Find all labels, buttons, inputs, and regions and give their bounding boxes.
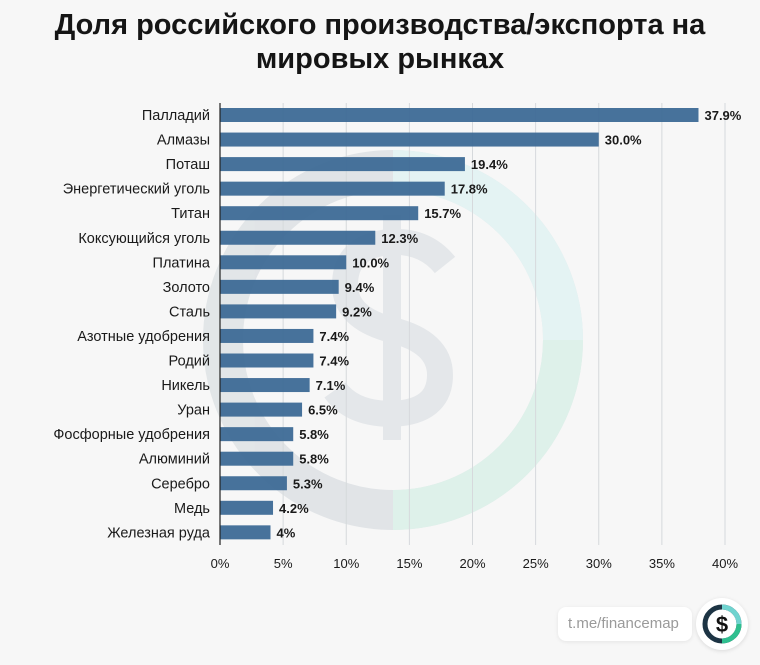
x-tick-label: 30% bbox=[586, 556, 612, 571]
x-tick-label: 10% bbox=[333, 556, 359, 571]
category-label: Сталь bbox=[169, 304, 210, 320]
x-tick-label: 5% bbox=[274, 556, 293, 571]
bar bbox=[220, 206, 419, 221]
category-label: Алмазы bbox=[157, 133, 210, 149]
category-label: Родий bbox=[169, 354, 210, 370]
category-label: Титан bbox=[171, 206, 210, 222]
value-label: 7.4% bbox=[319, 354, 349, 369]
value-label: 7.4% bbox=[319, 329, 349, 344]
bar bbox=[220, 108, 699, 122]
x-tick-label: 35% bbox=[649, 556, 675, 571]
category-label: Золото bbox=[163, 280, 210, 296]
value-label: 12.3% bbox=[381, 231, 418, 246]
x-tick-label: 0% bbox=[211, 556, 230, 571]
bar bbox=[220, 476, 287, 491]
bar bbox=[220, 304, 337, 319]
category-label: Фосфорные удобрения bbox=[53, 427, 210, 443]
chart-title: Доля российского производства/экспорта н… bbox=[54, 9, 706, 75]
value-label: 6.5% bbox=[308, 403, 338, 418]
category-label: Алюминий bbox=[139, 452, 210, 468]
bar bbox=[220, 451, 294, 466]
category-label: Азотные удобрения bbox=[77, 329, 210, 345]
bar bbox=[220, 255, 347, 270]
bar bbox=[220, 402, 303, 417]
category-label: Медь bbox=[174, 501, 210, 517]
bar bbox=[220, 181, 445, 196]
value-label: 5.8% bbox=[299, 427, 329, 442]
value-label: 5.8% bbox=[299, 452, 329, 467]
value-label: 37.9% bbox=[704, 108, 741, 123]
value-label: 7.1% bbox=[316, 378, 346, 393]
category-label: Серебро bbox=[151, 476, 210, 492]
value-label: 4% bbox=[277, 525, 296, 540]
bar bbox=[220, 525, 271, 540]
bar bbox=[220, 328, 314, 343]
bar bbox=[220, 500, 274, 515]
logo-dollar-icon: $ bbox=[716, 612, 728, 637]
x-tick-label: 40% bbox=[712, 556, 738, 571]
value-label: 17.8% bbox=[451, 182, 488, 197]
telegram-link-text[interactable]: t.me/financemap bbox=[568, 615, 679, 632]
category-label: Палладий bbox=[142, 108, 210, 124]
category-label: Железная руда bbox=[107, 525, 211, 541]
category-label: Платина bbox=[153, 255, 211, 271]
x-tick-label: 25% bbox=[523, 556, 549, 571]
value-label: 10.0% bbox=[352, 255, 389, 270]
value-label: 9.2% bbox=[342, 304, 372, 319]
value-label: 4.2% bbox=[279, 501, 309, 516]
category-label: Никель bbox=[161, 378, 210, 394]
bar bbox=[220, 279, 339, 294]
value-label: 9.4% bbox=[345, 280, 375, 295]
value-label: 15.7% bbox=[424, 206, 461, 221]
bar bbox=[220, 132, 599, 147]
bar bbox=[220, 157, 465, 172]
bar bbox=[220, 230, 376, 245]
category-label: Энергетический уголь bbox=[63, 182, 210, 198]
category-label: Поташ bbox=[166, 157, 210, 173]
bar bbox=[220, 427, 294, 442]
x-tick-label: 20% bbox=[459, 556, 485, 571]
value-label: 5.3% bbox=[293, 476, 323, 491]
financemap-logo: $ bbox=[696, 598, 748, 650]
value-label: 19.4% bbox=[471, 157, 508, 172]
category-label: Уран bbox=[177, 403, 210, 419]
bar bbox=[220, 353, 314, 368]
bar bbox=[220, 378, 310, 393]
value-label: 30.0% bbox=[605, 133, 642, 148]
x-tick-label: 15% bbox=[396, 556, 422, 571]
category-label: Коксующийся уголь bbox=[78, 231, 210, 247]
telegram-link[interactable]: t.me/financemap bbox=[558, 607, 692, 641]
